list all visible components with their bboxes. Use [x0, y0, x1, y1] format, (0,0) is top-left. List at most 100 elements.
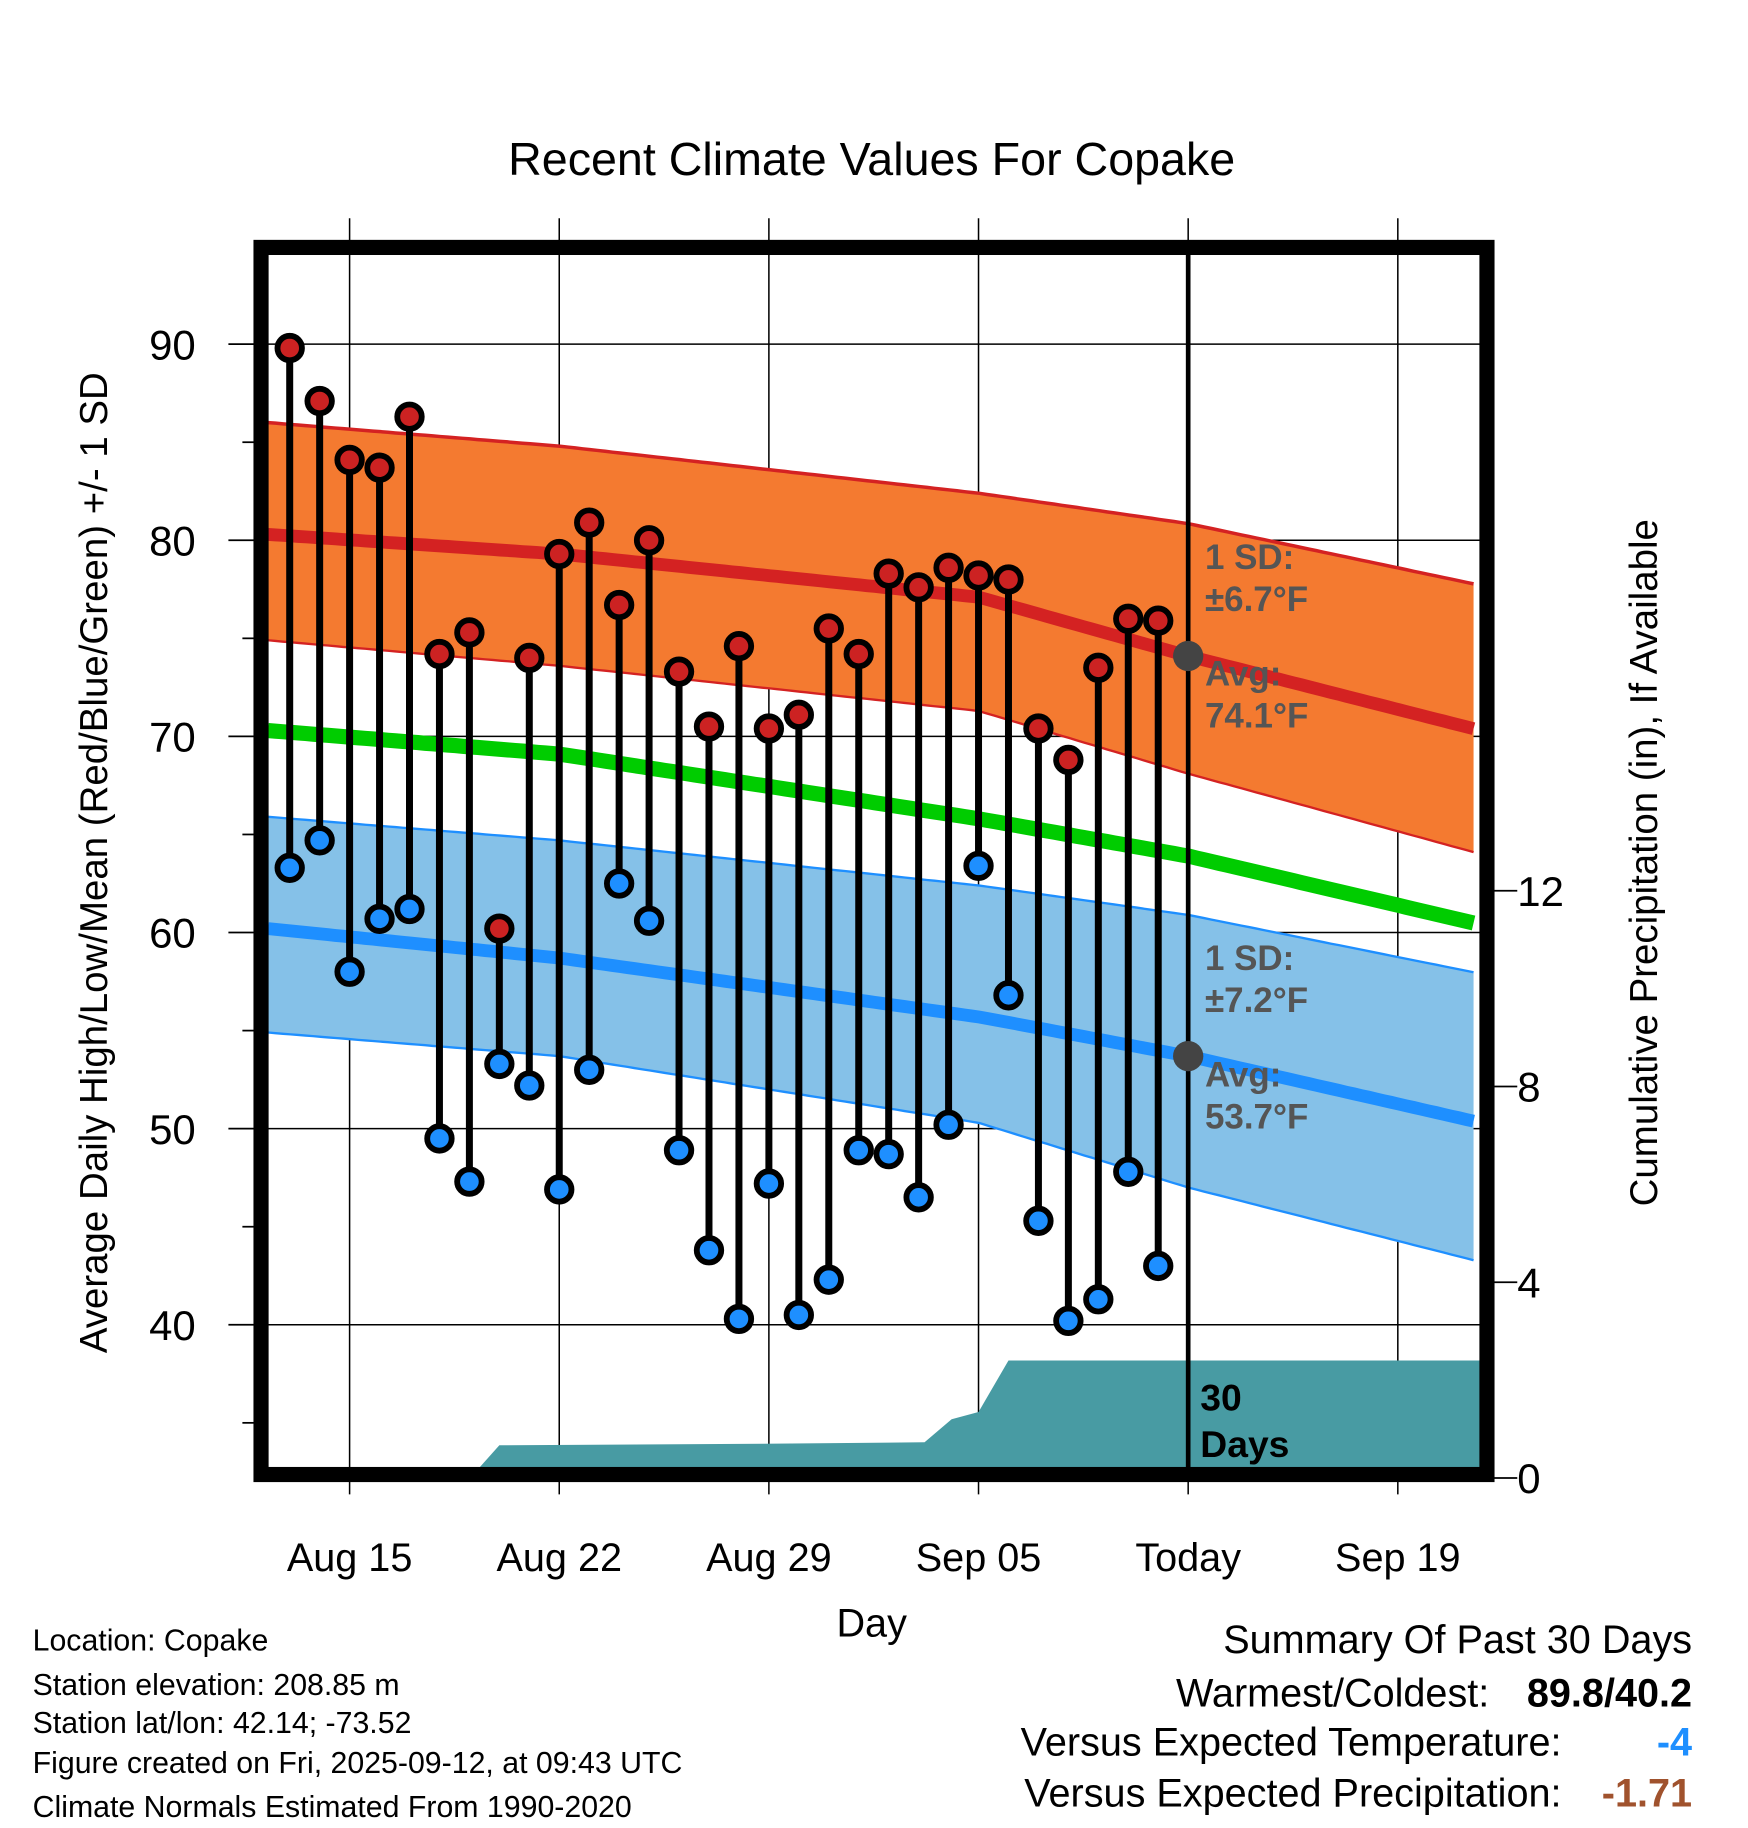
- low-point: [723, 1303, 755, 1335]
- low-point: [843, 1135, 874, 1166]
- high-point: [1053, 744, 1084, 776]
- high-point: [963, 560, 994, 591]
- low-point: [873, 1139, 904, 1170]
- high-avg-value: 74.1°F: [1205, 697, 1308, 736]
- y-tick-label: 60: [149, 910, 196, 957]
- high-point: [394, 401, 425, 432]
- low-point: [274, 852, 305, 883]
- y-right-tick-label: 4: [1517, 1259, 1540, 1306]
- low-avg-value: 53.7°F: [1205, 1097, 1308, 1136]
- high-point: [1113, 603, 1144, 634]
- y-right-tick-label: 0: [1517, 1455, 1540, 1502]
- high-point: [933, 552, 964, 583]
- high-sd-band: [268, 422, 1474, 853]
- low-point: [1083, 1284, 1114, 1315]
- low-point: [933, 1109, 964, 1140]
- low-point: [993, 980, 1024, 1011]
- x-tick-label: Aug 29: [706, 1536, 832, 1580]
- period-label-number: 30: [1200, 1376, 1241, 1418]
- x-axis-label: Day: [836, 1602, 907, 1646]
- y-axis-label: Average Daily High/Low/Mean (Red/Blue/Gr…: [73, 372, 116, 1353]
- high-point: [663, 656, 695, 687]
- low-point: [663, 1135, 695, 1166]
- summary-precip-value: -1.71: [1602, 1772, 1692, 1816]
- high-upper-line: [268, 420, 1474, 586]
- low-point: [304, 825, 335, 856]
- summary-warmest-label: Warmest/Coldest:: [1176, 1671, 1489, 1715]
- low-point: [1113, 1156, 1144, 1187]
- precipitation-area: [268, 1360, 1480, 1469]
- observations: [274, 332, 1174, 1337]
- low-point: [484, 1048, 515, 1080]
- y-tick-label: 40: [149, 1302, 196, 1349]
- x-tick-label: Sep 19: [1335, 1536, 1461, 1580]
- low-point: [394, 893, 425, 925]
- high-point: [1083, 652, 1114, 683]
- low-point: [514, 1070, 545, 1101]
- low-point: [693, 1235, 725, 1266]
- high-point: [633, 525, 665, 556]
- low-point: [1053, 1305, 1084, 1337]
- low-point: [633, 905, 665, 936]
- footer-created: Figure created on Fri, 2025-09-12, at 09…: [33, 1747, 683, 1780]
- footer-latlon: Station lat/lon: 42.14; -73.52: [33, 1707, 412, 1740]
- summary-warmest-value: 89.8/40.2: [1527, 1671, 1692, 1715]
- high-point: [753, 713, 785, 744]
- high-point: [274, 332, 305, 364]
- summary-temp-value: -4: [1657, 1720, 1692, 1764]
- high-point: [1143, 605, 1174, 636]
- low-point: [813, 1264, 844, 1295]
- low-sd-band: [268, 816, 1474, 1261]
- y-tick-label: 90: [149, 321, 196, 368]
- x-tick-label: Aug 22: [496, 1536, 622, 1580]
- precip-area: [268, 1360, 1480, 1469]
- y-tick-label: 50: [149, 1106, 196, 1153]
- high-point: [454, 617, 485, 648]
- period-label-days: Days: [1200, 1423, 1289, 1465]
- low-point: [544, 1174, 575, 1205]
- summary: Summary Of Past 30 Days Warmest/Coldest:…: [1021, 1618, 1692, 1816]
- footer-location: Location: Copake: [33, 1624, 269, 1657]
- low-point: [454, 1166, 485, 1197]
- high-point: [873, 558, 904, 589]
- high-point: [364, 452, 395, 483]
- high-point: [1023, 713, 1054, 744]
- summary-precip-label: Versus Expected Precipitation:: [1024, 1772, 1561, 1816]
- x-tick-label: Aug 15: [287, 1536, 413, 1580]
- summary-temp-label: Versus Expected Temperature:: [1021, 1720, 1562, 1764]
- high-point: [723, 631, 755, 662]
- high-point: [424, 638, 455, 670]
- high-point: [514, 642, 545, 674]
- high-sd-value: ±6.7°F: [1205, 580, 1308, 619]
- high-point: [334, 444, 365, 476]
- y-tick-label: 70: [149, 714, 196, 761]
- low-point: [364, 903, 395, 934]
- low-sd-value: ±7.2°F: [1205, 981, 1308, 1020]
- high-sd-label: 1 SD:: [1205, 538, 1294, 577]
- today-low-mean-marker: [1173, 1040, 1204, 1072]
- summary-title: Summary Of Past 30 Days: [1223, 1618, 1692, 1662]
- axes: 40 50 60 70 80 90 0 4 8 12 Aug 15 Aug 22 Aug 29 Sep 0…: [149, 321, 1564, 1580]
- high-point: [484, 913, 515, 944]
- x-tick-label: Sep 05: [916, 1536, 1042, 1580]
- x-tick-label: Today: [1135, 1536, 1241, 1580]
- high-point: [843, 638, 874, 670]
- low-point: [1023, 1205, 1054, 1236]
- chart-title: Recent Climate Values For Copake: [508, 133, 1235, 185]
- low-avg-label: Avg:: [1205, 1055, 1281, 1094]
- high-point: [813, 613, 844, 644]
- y-tick-label: 80: [149, 517, 196, 564]
- plot-frame: [253, 239, 1495, 1483]
- low-point: [574, 1054, 605, 1085]
- low-point: [783, 1299, 814, 1331]
- y-right-tick-label: 8: [1517, 1064, 1540, 1111]
- high-point: [574, 507, 605, 538]
- low-point: [334, 956, 365, 987]
- low-sd-label: 1 SD:: [1205, 939, 1294, 978]
- high-point: [993, 564, 1024, 595]
- low-point: [963, 850, 994, 881]
- high-point: [603, 589, 635, 621]
- low-point: [903, 1182, 934, 1213]
- low-point: [603, 868, 635, 899]
- low-point: [1143, 1250, 1174, 1282]
